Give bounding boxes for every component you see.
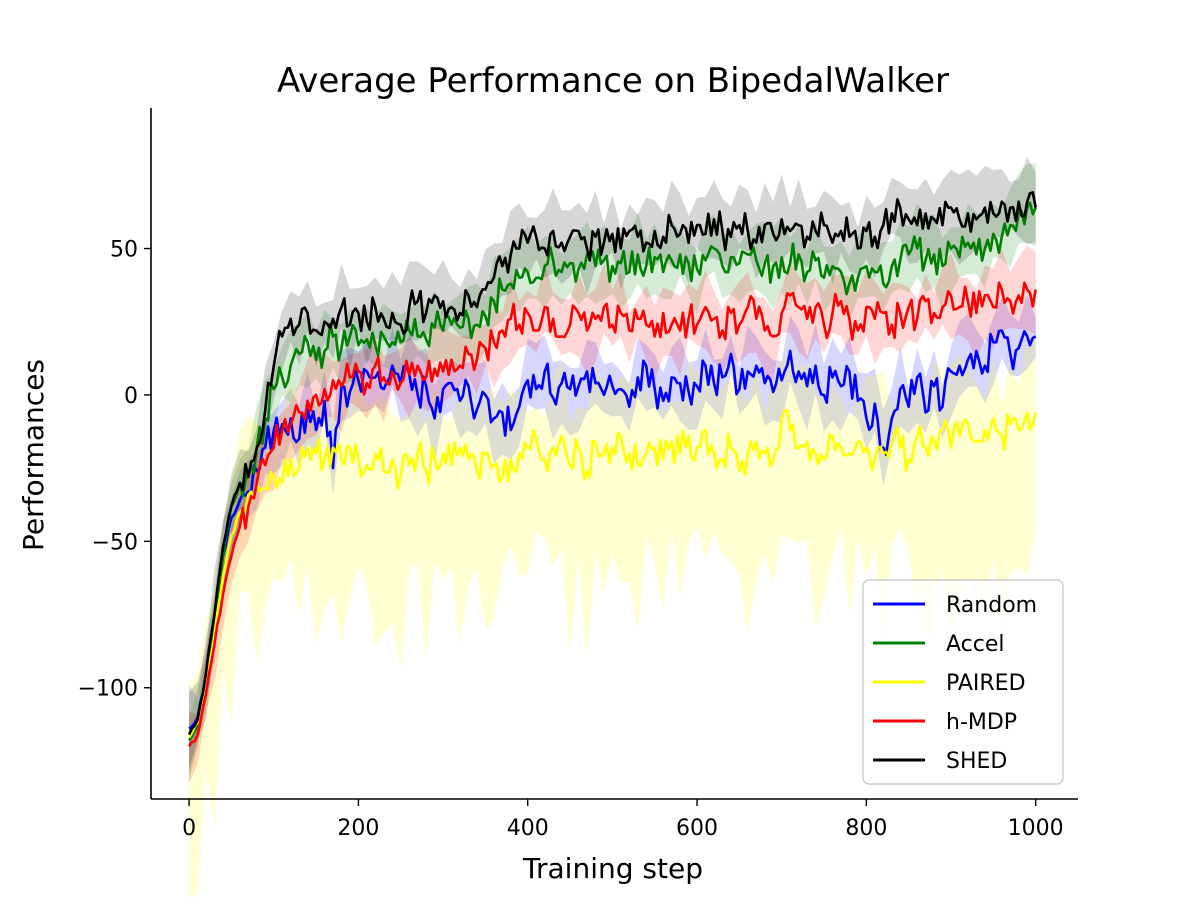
band-shed (189, 157, 1036, 769)
band-accel (189, 162, 1036, 783)
legend-label-accel: Accel (946, 632, 1005, 657)
chart-title: Average Performance on BipedalWalker (277, 61, 949, 101)
legend-label-paired: PAIRED (946, 671, 1026, 696)
series-line-random (188, 329, 1037, 730)
legend-label-h-mdp: h-MDP (946, 710, 1017, 735)
y-tick-label: −50 (92, 530, 138, 555)
x-tick-label: 600 (676, 816, 718, 841)
series-line-h-mdp (188, 281, 1037, 747)
x-tick-label: 0 (182, 816, 196, 841)
legend-box (862, 579, 1064, 785)
axes: 0 200 400 600 800 1000 −100 −50 0 50 (78, 108, 1078, 841)
x-tick-label: 400 (507, 816, 549, 841)
x-axis-label: Training step (522, 852, 703, 885)
x-tick-label: 200 (337, 816, 379, 841)
x-tick-label: 800 (845, 816, 887, 841)
y-tick-label: 50 (110, 238, 138, 263)
legend-label-shed: SHED (946, 749, 1007, 774)
y-axis-label: Performances (17, 359, 50, 551)
y-tick-label: 0 (124, 384, 138, 409)
legend-label-random: Random (946, 593, 1037, 618)
series-lines (187, 191, 1037, 747)
band-random (189, 294, 1036, 774)
y-tick-label: −100 (78, 677, 138, 702)
x-tick-label: 1000 (1008, 816, 1064, 841)
series-line-paired (187, 409, 1037, 739)
series-line-shed (187, 191, 1037, 736)
legend: Random Accel PAIRED h-MDP SHED (862, 579, 1064, 785)
